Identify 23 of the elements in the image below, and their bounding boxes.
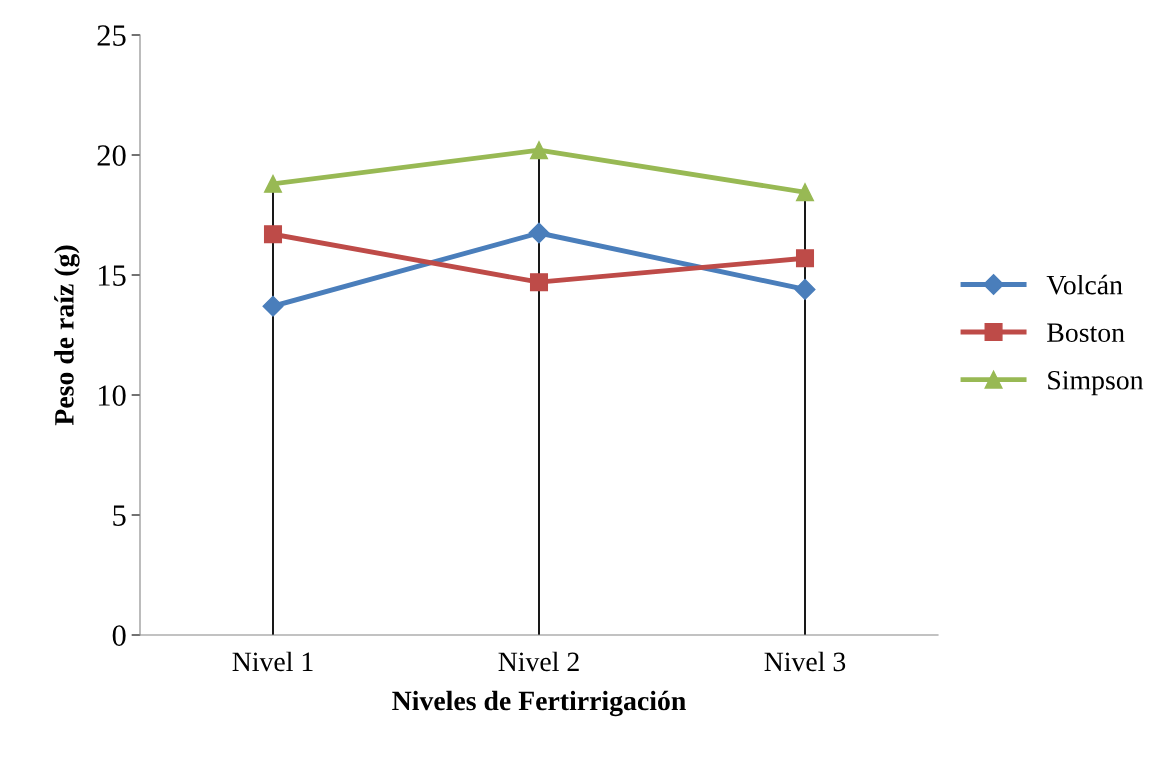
y-tick-label: 25 bbox=[97, 25, 126, 46]
legend-label: Volcán bbox=[1046, 274, 1123, 295]
x-tick-label: Nivel 3 bbox=[764, 651, 846, 672]
y-tick-label: 10 bbox=[98, 385, 126, 406]
y-tick-label: 5 bbox=[113, 505, 126, 526]
point bbox=[794, 278, 816, 300]
point bbox=[795, 249, 815, 268]
point bbox=[263, 225, 283, 244]
x-axis-title: Niveles de Fertirrigación bbox=[392, 690, 686, 717]
y-tick-label: 15 bbox=[98, 265, 126, 286]
point bbox=[528, 222, 550, 244]
point bbox=[263, 174, 283, 193]
point bbox=[529, 141, 549, 160]
point bbox=[795, 183, 815, 202]
legend-label: Simpson bbox=[1048, 370, 1144, 396]
point bbox=[262, 295, 284, 317]
y-axis-title: Peso de raíz (g) bbox=[54, 245, 80, 426]
legend-label: Boston bbox=[1047, 323, 1125, 343]
x-tick-label: Nivel 2 bbox=[498, 651, 579, 672]
y-tick-label: 20 bbox=[97, 145, 126, 166]
x-tick-label: Nivel 1 bbox=[232, 651, 313, 672]
y-tick-label: 0 bbox=[112, 625, 126, 646]
point bbox=[529, 273, 549, 292]
